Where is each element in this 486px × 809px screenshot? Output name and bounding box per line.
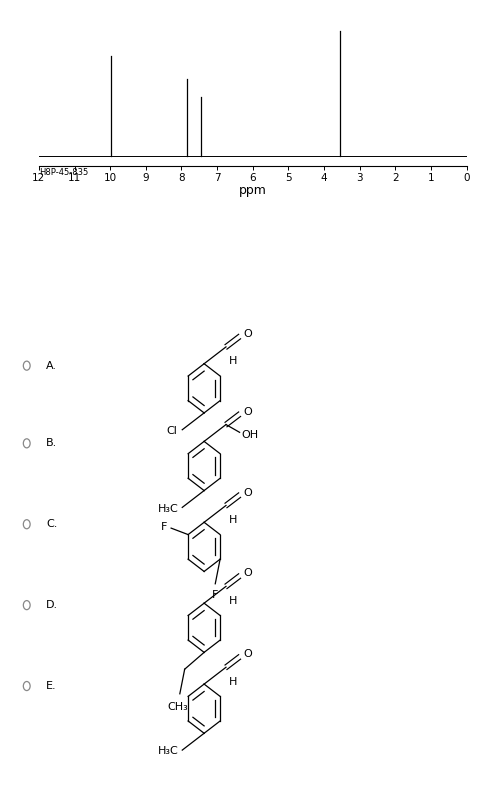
Text: H8P-45-835: H8P-45-835 — [39, 168, 88, 177]
Text: H: H — [228, 356, 237, 366]
Text: H: H — [228, 515, 237, 525]
Text: H₃C: H₃C — [158, 747, 179, 756]
Text: Cl: Cl — [166, 426, 177, 436]
Text: O: O — [243, 407, 252, 417]
Text: C.: C. — [46, 519, 57, 529]
Text: O: O — [243, 650, 252, 659]
Text: O: O — [243, 329, 252, 339]
Text: CH₃: CH₃ — [167, 701, 188, 712]
Text: H₃C: H₃C — [158, 504, 179, 514]
Text: B.: B. — [46, 438, 57, 448]
Text: A.: A. — [46, 361, 57, 371]
Text: O: O — [243, 488, 252, 498]
Text: E.: E. — [46, 681, 57, 691]
Text: D.: D. — [46, 600, 58, 610]
Text: H: H — [228, 676, 237, 687]
Text: OH: OH — [242, 430, 259, 440]
X-axis label: ppm: ppm — [239, 184, 267, 197]
Text: F: F — [212, 591, 218, 600]
Text: O: O — [243, 569, 252, 578]
Text: H: H — [228, 595, 237, 606]
Text: F: F — [161, 522, 167, 532]
